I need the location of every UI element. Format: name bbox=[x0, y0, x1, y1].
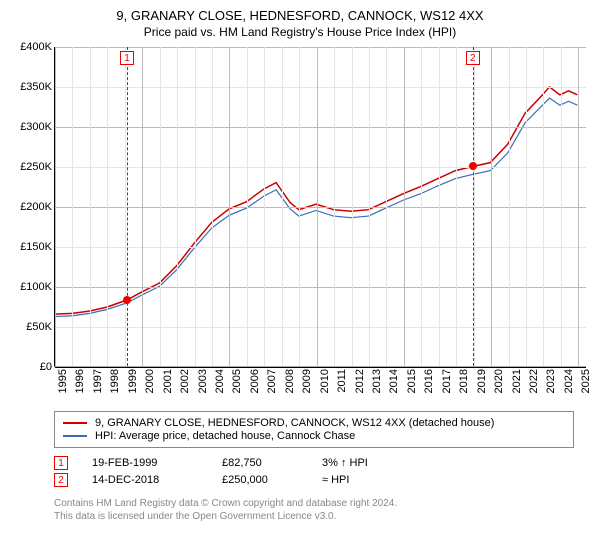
y-tick-label: £250K bbox=[20, 161, 52, 173]
sale-marker-dot bbox=[123, 296, 131, 304]
chart-title: 9, GRANARY CLOSE, HEDNESFORD, CANNOCK, W… bbox=[10, 8, 590, 23]
x-tick-label: 2024 bbox=[563, 369, 575, 393]
sales-row: 1 19-FEB-1999£82,7503% ↑ HPI bbox=[54, 456, 590, 470]
x-tick-label: 2021 bbox=[511, 369, 523, 393]
sale-hpi-diff: 3% ↑ HPI bbox=[322, 457, 412, 469]
sales-row: 2 14-DEC-2018£250,000≈ HPI bbox=[54, 473, 590, 487]
legend-item: HPI: Average price, detached house, Cann… bbox=[63, 430, 565, 442]
chart-subtitle: Price paid vs. HM Land Registry's House … bbox=[10, 25, 590, 39]
y-tick-label: £400K bbox=[20, 41, 52, 53]
sale-hpi-diff: ≈ HPI bbox=[322, 474, 412, 486]
y-tick-label: £100K bbox=[20, 281, 52, 293]
x-tick-label: 2017 bbox=[441, 369, 453, 393]
x-tick-label: 2015 bbox=[406, 369, 418, 393]
footnote-line-1: Contains HM Land Registry data © Crown c… bbox=[54, 497, 590, 510]
sale-marker-dot bbox=[469, 162, 477, 170]
footnote-line-2: This data is licensed under the Open Gov… bbox=[54, 510, 590, 523]
x-tick-label: 2020 bbox=[493, 369, 505, 393]
x-tick-label: 2004 bbox=[214, 369, 226, 393]
x-tick-label: 2000 bbox=[144, 369, 156, 393]
sale-index-badge: 2 bbox=[54, 473, 68, 487]
sale-marker-badge: 2 bbox=[466, 51, 480, 65]
x-tick-label: 2018 bbox=[458, 369, 470, 393]
x-tick-label: 1995 bbox=[57, 369, 69, 393]
x-tick-label: 2007 bbox=[266, 369, 278, 393]
x-tick-label: 2001 bbox=[162, 369, 174, 393]
legend-label: 9, GRANARY CLOSE, HEDNESFORD, CANNOCK, W… bbox=[95, 417, 494, 429]
x-tick-label: 2010 bbox=[319, 369, 331, 393]
legend: 9, GRANARY CLOSE, HEDNESFORD, CANNOCK, W… bbox=[54, 411, 574, 448]
x-tick-label: 2019 bbox=[476, 369, 488, 393]
legend-swatch bbox=[63, 435, 87, 437]
legend-label: HPI: Average price, detached house, Cann… bbox=[95, 430, 355, 442]
x-tick-label: 1998 bbox=[109, 369, 121, 393]
sale-price: £250,000 bbox=[222, 474, 322, 486]
x-axis-labels: 1995 1996 1997 1998 1999 2000 2001 2002 2003 2004… bbox=[54, 367, 586, 405]
x-tick-label: 2005 bbox=[231, 369, 243, 393]
y-tick-label: £150K bbox=[20, 241, 52, 253]
sale-date: 19-FEB-1999 bbox=[92, 457, 222, 469]
x-tick-label: 2006 bbox=[249, 369, 261, 393]
sales-table: 1 19-FEB-1999£82,7503% ↑ HPI 2 14-DEC-2018£… bbox=[54, 456, 590, 487]
x-tick-label: 2023 bbox=[545, 369, 557, 393]
x-tick-label: 2009 bbox=[301, 369, 313, 393]
x-tick-label: 2025 bbox=[580, 369, 592, 393]
x-tick-label: 2016 bbox=[423, 369, 435, 393]
x-tick-label: 2011 bbox=[336, 369, 348, 393]
x-tick-label: 1996 bbox=[74, 369, 86, 393]
y-axis-labels: £0£50K£100K£150K£200K£250K£300K£350K£400… bbox=[10, 47, 54, 367]
sale-date: 14-DEC-2018 bbox=[92, 474, 222, 486]
y-tick-label: £200K bbox=[20, 201, 52, 213]
footnote: Contains HM Land Registry data © Crown c… bbox=[54, 497, 590, 523]
x-tick-label: 2012 bbox=[354, 369, 366, 393]
y-tick-label: £350K bbox=[20, 81, 52, 93]
sale-marker-line bbox=[127, 47, 128, 366]
y-tick-label: £300K bbox=[20, 121, 52, 133]
sale-marker-line bbox=[473, 47, 474, 366]
x-tick-label: 2022 bbox=[528, 369, 540, 393]
x-tick-label: 2003 bbox=[197, 369, 209, 393]
sale-marker-badge: 1 bbox=[120, 51, 134, 65]
chart-area: £0£50K£100K£150K£200K£250K£300K£350K£400… bbox=[10, 47, 590, 405]
sale-price: £82,750 bbox=[222, 457, 322, 469]
y-tick-label: £50K bbox=[26, 321, 52, 333]
x-tick-label: 2008 bbox=[284, 369, 296, 393]
x-tick-label: 1999 bbox=[127, 369, 139, 393]
x-tick-label: 2013 bbox=[371, 369, 383, 393]
x-tick-label: 1997 bbox=[92, 369, 104, 393]
x-tick-label: 2002 bbox=[179, 369, 191, 393]
legend-item: 9, GRANARY CLOSE, HEDNESFORD, CANNOCK, W… bbox=[63, 417, 565, 429]
sale-index-badge: 1 bbox=[54, 456, 68, 470]
y-tick-label: £0 bbox=[40, 361, 52, 373]
legend-swatch bbox=[63, 422, 87, 424]
x-tick-label: 2014 bbox=[388, 369, 400, 393]
plot-area: 12 bbox=[54, 47, 586, 367]
